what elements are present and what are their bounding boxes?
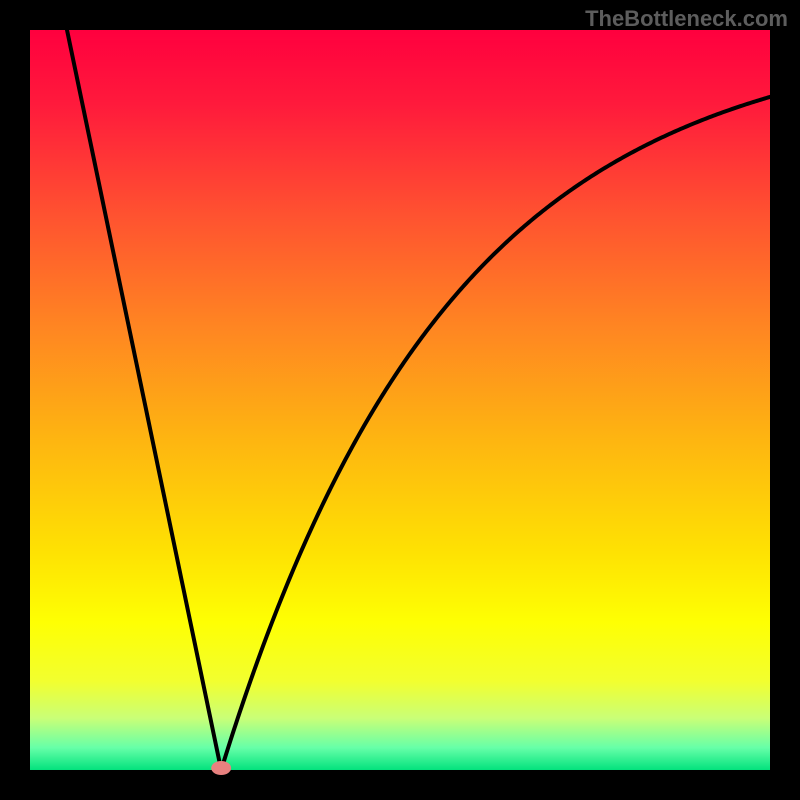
chart-frame: TheBottleneck.com xyxy=(0,0,800,800)
frame-edge xyxy=(0,770,800,800)
watermark-text: TheBottleneck.com xyxy=(585,6,788,32)
frame-edge xyxy=(770,0,800,800)
bottleneck-chart xyxy=(0,0,800,800)
frame-edge xyxy=(0,0,30,800)
minimum-marker xyxy=(211,761,231,775)
